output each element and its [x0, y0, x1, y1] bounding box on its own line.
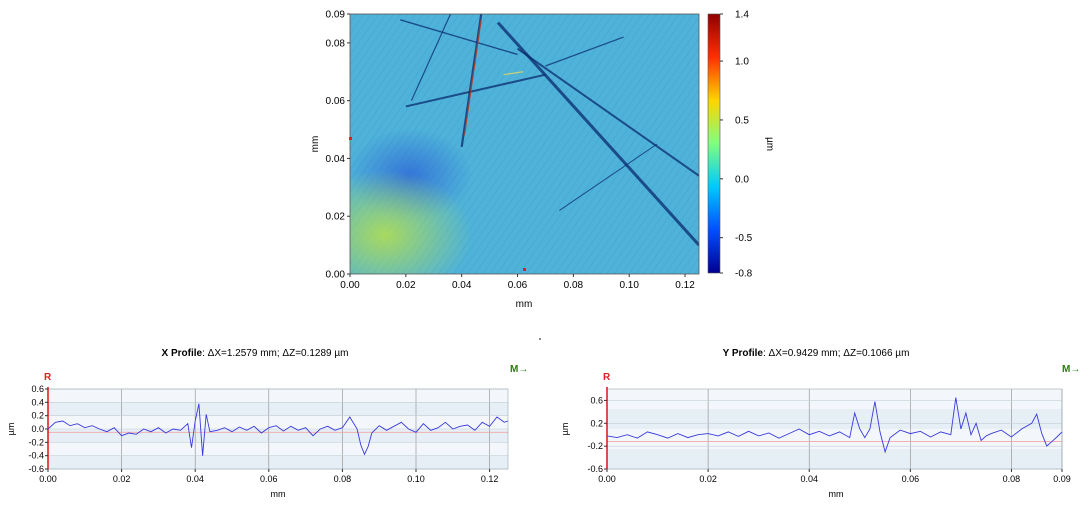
scratch-lines [400, 14, 699, 247]
profile-line [47, 403, 509, 456]
x-profile-y-axis-label: µm [6, 423, 16, 436]
profile-x-tick-label: 0.04 [800, 474, 818, 484]
profile-band [48, 455, 508, 469]
profile-y-tick-label: 0.0 [31, 424, 44, 434]
profile-band [607, 449, 1062, 469]
map-y-tick-label: 0.00 [326, 270, 346, 281]
profile-y-tick-label: -0.2 [587, 441, 603, 451]
height-map-image [350, 14, 699, 274]
map-x-tick-label: 0.02 [396, 280, 416, 291]
profile-y-tick-label: -0.2 [28, 437, 44, 447]
colorbar-tick-label: 1.0 [735, 57, 749, 68]
separator-dot [539, 338, 541, 340]
profile-x-tick-label: 0.04 [186, 474, 204, 484]
height-map-frame [349, 13, 700, 275]
profile-y-tick-label: -0.4 [28, 451, 44, 461]
profile-band [48, 389, 508, 403]
y-profile-chart: Y Profile: ΔX=0.9429 mm; ΔZ=0.1066 µm R … [560, 348, 1080, 499]
profile-y-tick-label: 0.6 [31, 384, 44, 394]
y-profile-title-values: : ΔX=0.9429 mm; ΔZ=0.1066 µm [763, 348, 909, 359]
profile-y-tick-label: 0.4 [31, 397, 44, 407]
profile-y-tick-label: 0.6 [590, 395, 603, 405]
profile-y-tick-label: -0.6 [28, 464, 44, 474]
x-profile-x-axis-label: mm [271, 489, 286, 499]
map-x-tick-label: 0.08 [564, 280, 584, 291]
scratch-ridge [503, 71, 524, 76]
surface-map-chart: 0.00 0.02 0.04 0.06 0.08 0.10 0.12 0.00 0.02 0.0… [310, 10, 775, 311]
profile-x-tick-label: 0.08 [334, 474, 352, 484]
colorbar-tick-label: -0.8 [735, 269, 753, 280]
x-profile-marker-r: R [44, 372, 52, 383]
colorbar-tick-label: 0.5 [735, 115, 749, 126]
map-x-axis-label: mm [516, 299, 533, 310]
profile-y-tick-label: 0.2 [590, 418, 603, 428]
profile-x-tick-label: 0.00 [39, 474, 57, 484]
scratch-ridge [463, 19, 482, 136]
x-profile-title: X Profile: ΔX=1.2579 mm; ΔZ=0.1289 µm [162, 348, 349, 359]
profile-x-tick-label: 0.02 [113, 474, 131, 484]
profile-band [607, 409, 1062, 429]
profile-x-tick-label: 0.09 [1053, 474, 1071, 484]
scratch-line [559, 143, 658, 211]
scratch-line [545, 36, 624, 67]
profile-x-tick-label: 0.10 [407, 474, 425, 484]
map-y-tick-label: 0.09 [326, 10, 346, 21]
height-map-high-region [350, 14, 699, 274]
profile-y-tick-label: 0.2 [31, 411, 44, 421]
profile-band [48, 442, 508, 456]
map-x-tick-label: 0.00 [340, 280, 360, 291]
colorbar-tick-label: -0.5 [735, 233, 753, 244]
scratch-line [400, 19, 518, 56]
y-profile-y-axis-label: µm [560, 423, 570, 436]
map-y-tick-label: 0.02 [326, 212, 346, 223]
colorbar [707, 13, 721, 274]
map-x-tick-label: 0.04 [452, 280, 472, 291]
map-marker-bottom [523, 268, 526, 271]
map-x-tick-label: 0.12 [675, 280, 695, 291]
scratch-line [405, 73, 546, 108]
x-profile-marker-m: M→ [510, 364, 528, 375]
profile-x-tick-label: 0.06 [902, 474, 920, 484]
map-y-tick-label: 0.06 [326, 96, 346, 107]
profile-band [48, 415, 508, 429]
y-profile-title: Y Profile: ΔX=0.9429 mm; ΔZ=0.1066 µm [723, 348, 910, 359]
y-profile-x-axis-label: mm [829, 489, 844, 499]
map-marker-left [349, 137, 352, 140]
profile-y-tick-label: -0.6 [587, 464, 603, 474]
profile-band [607, 389, 1062, 409]
colorbar-tick-label: 1.4 [735, 10, 749, 21]
map-x-tick-label: 0.06 [508, 280, 528, 291]
profile-x-tick-label: 0.02 [699, 474, 717, 484]
y-profile-marker-r: R [603, 372, 611, 383]
profile-x-tick-label: 0.00 [598, 474, 616, 484]
map-x-tick-label: 0.10 [619, 280, 639, 291]
colorbar-unit-label: µm [764, 137, 775, 151]
profile-line [606, 397, 1063, 454]
colorbar-tick-label: 0.0 [735, 174, 749, 185]
profile-x-tick-label: 0.12 [481, 474, 499, 484]
x-profile-title-name: X Profile [162, 348, 203, 359]
scratch-line [460, 14, 483, 148]
x-profile-title-values: : ΔX=1.2579 mm; ΔZ=0.1289 µm [202, 348, 348, 359]
map-y-tick-label: 0.04 [326, 154, 346, 165]
scratch-line [410, 14, 452, 101]
profile-x-tick-label: 0.08 [1003, 474, 1021, 484]
map-y-tick-label: 0.08 [326, 38, 346, 49]
scratch-line [516, 47, 699, 177]
scratch-line [496, 21, 699, 247]
map-y-axis-label: mm [310, 136, 321, 153]
y-profile-title-name: Y Profile [723, 348, 764, 359]
profile-band [48, 402, 508, 416]
y-profile-marker-m: M→ [1062, 364, 1080, 375]
profile-x-tick-label: 0.06 [260, 474, 278, 484]
x-profile-chart: X Profile: ΔX=1.2579 mm; ΔZ=0.1289 µm R … [6, 348, 528, 499]
